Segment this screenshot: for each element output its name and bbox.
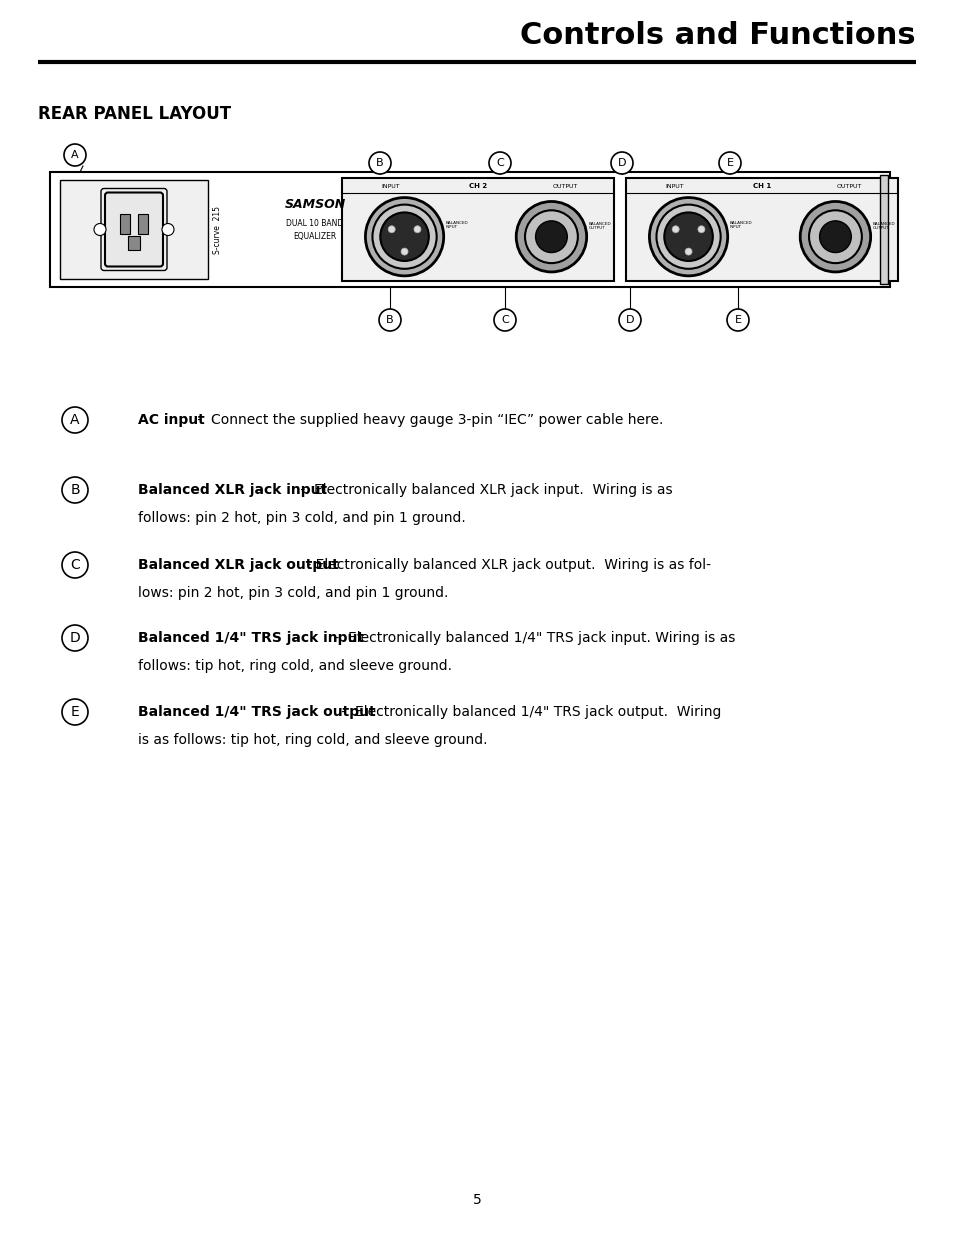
Text: INPUT: INPUT <box>665 184 683 189</box>
Bar <box>128 236 140 249</box>
Text: -  Electronically balanced 1/4" TRS jack output.  Wiring: - Electronically balanced 1/4" TRS jack … <box>336 705 720 719</box>
Circle shape <box>698 226 704 232</box>
Text: Balanced XLR jack input: Balanced XLR jack input <box>138 483 327 496</box>
FancyBboxPatch shape <box>105 193 163 267</box>
Text: D: D <box>70 631 80 645</box>
Circle shape <box>388 226 395 232</box>
Text: OUTPUT: OUTPUT <box>836 184 861 189</box>
Text: INPUT: INPUT <box>381 184 400 189</box>
Bar <box>120 214 130 233</box>
Circle shape <box>618 309 640 331</box>
Text: E: E <box>71 705 79 719</box>
Text: E: E <box>734 315 740 325</box>
Bar <box>60 180 208 279</box>
Bar <box>625 178 897 282</box>
Text: A: A <box>71 149 79 161</box>
Text: S-curve  215: S-curve 215 <box>213 205 222 253</box>
Circle shape <box>649 198 727 275</box>
Text: OUTPUT: OUTPUT <box>552 184 578 189</box>
Text: BALANCED
INPUT: BALANCED INPUT <box>445 221 468 230</box>
Circle shape <box>372 205 436 269</box>
Text: BALANCED
OUTPUT: BALANCED OUTPUT <box>872 222 894 231</box>
Circle shape <box>684 248 691 256</box>
Text: Balanced 1/4" TRS jack output: Balanced 1/4" TRS jack output <box>138 705 375 719</box>
Circle shape <box>365 198 443 275</box>
Circle shape <box>62 625 88 651</box>
Text: Controls and Functions: Controls and Functions <box>519 21 915 49</box>
Circle shape <box>489 152 511 174</box>
Circle shape <box>378 309 400 331</box>
Text: E: E <box>726 158 733 168</box>
Text: CH 2: CH 2 <box>469 183 487 189</box>
Text: EQUALIZER: EQUALIZER <box>294 231 336 241</box>
Text: D: D <box>625 315 634 325</box>
Text: -  Connect the supplied heavy gauge 3-pin “IEC” power cable here.: - Connect the supplied heavy gauge 3-pin… <box>193 412 662 427</box>
Bar <box>341 178 614 282</box>
Circle shape <box>494 309 516 331</box>
Circle shape <box>610 152 633 174</box>
Circle shape <box>62 699 88 725</box>
Text: C: C <box>71 558 80 572</box>
Text: B: B <box>71 483 80 496</box>
Text: is as follows: tip hot, ring cold, and sleeve ground.: is as follows: tip hot, ring cold, and s… <box>138 734 487 747</box>
Circle shape <box>62 477 88 503</box>
Circle shape <box>663 212 712 261</box>
Text: C: C <box>496 158 503 168</box>
Text: - Electronically balanced XLR jack output.  Wiring is as fol-: - Electronically balanced XLR jack outpu… <box>302 558 711 572</box>
Bar <box>138 214 148 233</box>
Text: lows: pin 2 hot, pin 3 cold, and pin 1 ground.: lows: pin 2 hot, pin 3 cold, and pin 1 g… <box>138 585 448 600</box>
Text: BALANCED
INPUT: BALANCED INPUT <box>729 221 752 230</box>
Circle shape <box>535 221 567 253</box>
Text: B: B <box>386 315 394 325</box>
Circle shape <box>94 224 106 236</box>
Text: AC input: AC input <box>138 412 205 427</box>
Text: BALANCED
OUTPUT: BALANCED OUTPUT <box>588 222 611 231</box>
Circle shape <box>524 210 578 263</box>
Circle shape <box>672 226 679 232</box>
Circle shape <box>800 201 870 272</box>
Text: CH 1: CH 1 <box>752 183 770 189</box>
Bar <box>879 175 887 284</box>
Circle shape <box>414 226 420 232</box>
Circle shape <box>64 144 86 165</box>
Text: A: A <box>71 412 80 427</box>
Circle shape <box>656 205 720 269</box>
Text: B: B <box>375 158 383 168</box>
Text: Balanced XLR jack output: Balanced XLR jack output <box>138 558 338 572</box>
Circle shape <box>369 152 391 174</box>
Text: Balanced 1/4" TRS jack input: Balanced 1/4" TRS jack input <box>138 631 364 645</box>
Circle shape <box>516 201 586 272</box>
Text: 5: 5 <box>472 1193 481 1207</box>
Circle shape <box>819 221 850 253</box>
Text: C: C <box>500 315 508 325</box>
Text: -  Electronically balanced 1/4" TRS jack input. Wiring is as: - Electronically balanced 1/4" TRS jack … <box>330 631 735 645</box>
Circle shape <box>162 224 173 236</box>
Text: SAMSON: SAMSON <box>284 198 345 210</box>
Bar <box>50 172 889 287</box>
Text: REAR PANEL LAYOUT: REAR PANEL LAYOUT <box>38 105 231 124</box>
Circle shape <box>808 210 861 263</box>
Circle shape <box>400 248 408 256</box>
Circle shape <box>62 408 88 433</box>
Text: D: D <box>618 158 625 168</box>
Circle shape <box>726 309 748 331</box>
Text: follows: tip hot, ring cold, and sleeve ground.: follows: tip hot, ring cold, and sleeve … <box>138 659 452 673</box>
Text: -  Electronically balanced XLR jack input.  Wiring is as: - Electronically balanced XLR jack input… <box>295 483 672 496</box>
Text: follows: pin 2 hot, pin 3 cold, and pin 1 ground.: follows: pin 2 hot, pin 3 cold, and pin … <box>138 511 465 525</box>
Circle shape <box>62 552 88 578</box>
Text: DUAL 10 BAND: DUAL 10 BAND <box>286 220 343 228</box>
Circle shape <box>719 152 740 174</box>
Circle shape <box>380 212 429 261</box>
